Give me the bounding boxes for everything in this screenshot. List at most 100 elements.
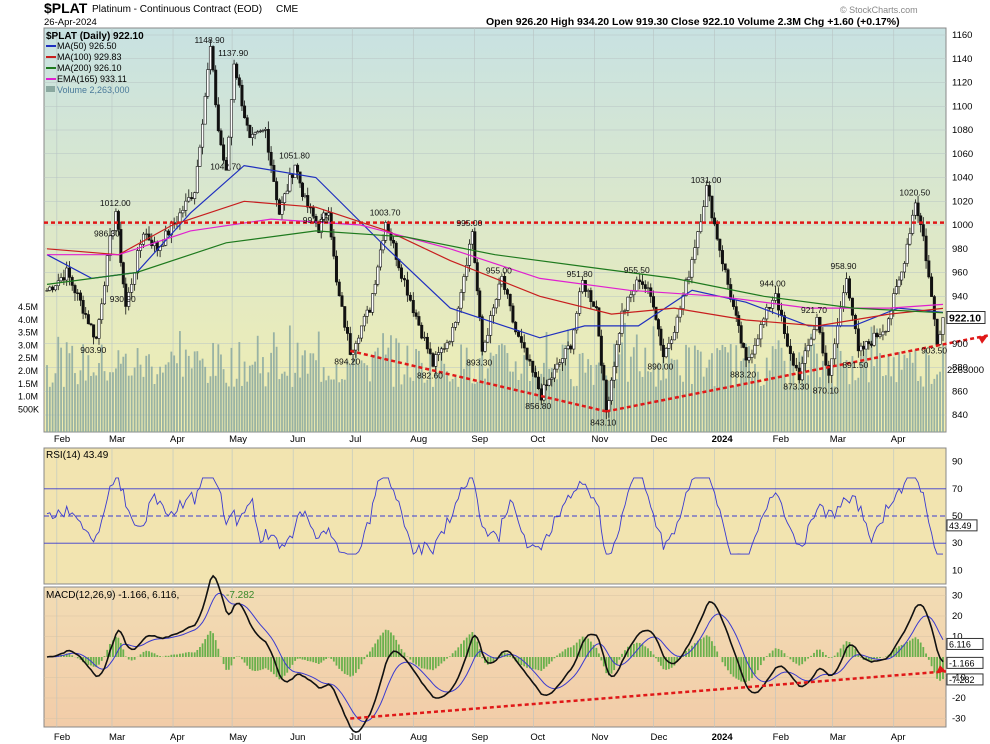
- volume-bar: [638, 371, 641, 432]
- volume-bar: [705, 367, 708, 432]
- macd-hist-bar: [670, 657, 673, 668]
- macd-hist-bar: [415, 657, 417, 665]
- price-candle: [121, 262, 125, 285]
- macd-hist-bar: [624, 650, 626, 657]
- price-candle: [569, 345, 573, 350]
- macd-hist-bar: [309, 657, 312, 662]
- price-candle: [620, 310, 624, 334]
- volume-bar: [804, 347, 807, 432]
- price-candle: [739, 325, 743, 344]
- price-candle: [453, 322, 457, 328]
- macd-hist-bar: [914, 637, 917, 657]
- volume-bar: [193, 351, 196, 432]
- price-annotation: 1042.70: [210, 161, 241, 171]
- volume-bar: [691, 383, 693, 432]
- chart-date: 26-Apr-2024: [44, 17, 97, 28]
- price-candle: [612, 366, 616, 381]
- last-price-label: 922.10: [949, 313, 981, 325]
- macd-hist-bar: [595, 647, 598, 657]
- macd-last-box: [946, 656, 984, 669]
- price-tick-label: 1020: [952, 196, 973, 207]
- volume-bar: [57, 336, 60, 432]
- price-annotation: 1148.90: [194, 35, 224, 45]
- macd-hist-bar: [335, 657, 338, 666]
- price-candle: [718, 238, 722, 251]
- macd-hist-bar: [379, 635, 382, 657]
- price-candle: [894, 286, 898, 294]
- volume-bar: [473, 383, 476, 432]
- price-candle: [629, 294, 633, 298]
- price-candle: [181, 210, 185, 214]
- axes: Feb Feb Mar Mar Apr Apr May May Jun Jun Jul Jul Aug A…: [18, 30, 986, 743]
- price-candle: [850, 297, 854, 316]
- volume-bar: [673, 359, 676, 432]
- x-tick-label: Apr: [891, 732, 906, 743]
- price-candle: [581, 280, 585, 293]
- macd-hist-bar: [325, 657, 328, 660]
- price-candle: [329, 212, 333, 238]
- price-candle: [111, 230, 115, 236]
- volume-bar: [807, 375, 810, 432]
- volume-bar: [925, 349, 927, 432]
- macd-hist-bar: [768, 653, 771, 657]
- price-legend: $PLAT (Daily) 922.10 MA(50) 926.50 MA(10…: [46, 31, 144, 95]
- price-candle: [842, 292, 846, 308]
- volume-bar: [879, 353, 881, 432]
- volume-bar: [870, 326, 873, 432]
- macd-hist-bar: [581, 636, 584, 657]
- macd-hist-bar: [727, 657, 729, 671]
- macd-hist-bar: [397, 644, 400, 657]
- macd-hist-bar: [230, 657, 233, 666]
- macd-hist-bar: [851, 645, 854, 657]
- price-candle: [803, 350, 807, 364]
- price-candle: [604, 379, 608, 412]
- macd-hist-bar: [65, 653, 68, 657]
- price-candle: [827, 364, 831, 376]
- volume-bar: [463, 368, 465, 432]
- volume-bar: [446, 371, 448, 432]
- price-candle: [884, 330, 888, 333]
- volume-bar: [162, 372, 164, 432]
- macd-hist-bar: [71, 655, 74, 657]
- macd-hist-bar: [813, 652, 815, 657]
- volume-bar: [227, 386, 230, 432]
- price-annotation: 870.10: [813, 385, 839, 395]
- macd-hist-bar: [789, 657, 792, 660]
- volume-bar: [238, 342, 241, 432]
- macd-hist-bar: [173, 654, 176, 657]
- watermark: © StockCharts.com: [840, 5, 918, 15]
- price-candle: [913, 202, 917, 216]
- price-candle: [586, 290, 590, 292]
- macd-hist-bar: [540, 657, 543, 671]
- macd-trend-line: [350, 670, 947, 720]
- price-candle: [277, 199, 281, 215]
- price-candle: [869, 343, 873, 346]
- price-candle: [296, 164, 300, 173]
- x-tick-label: Apr: [891, 434, 906, 445]
- macd-hist-bar: [662, 657, 665, 670]
- macd-hist-bar: [550, 657, 553, 662]
- volume-bar: [842, 366, 845, 432]
- price-candle: [713, 217, 717, 225]
- volume-bar: [821, 360, 824, 432]
- price-annotation: 843.10: [590, 417, 616, 427]
- macd-hist-bar: [127, 657, 130, 660]
- macd-hist-bar: [473, 635, 476, 657]
- price-candle: [815, 317, 819, 330]
- price-candle: [232, 63, 236, 100]
- price-tick-label: 1040: [952, 173, 973, 184]
- macd-hist-bar: [371, 647, 374, 657]
- macd-hist-bar: [432, 657, 434, 671]
- price-candle: [51, 286, 55, 291]
- macd-hist-bar: [434, 657, 437, 669]
- volume-bar: [62, 386, 65, 432]
- x-tick-label: Feb: [773, 434, 789, 445]
- price-candle: [164, 230, 168, 246]
- price-candle: [731, 299, 735, 307]
- price-candle: [394, 242, 398, 260]
- volume-tick-label: 3.5M: [18, 328, 38, 338]
- macd-hist-bar: [900, 644, 903, 657]
- macd-hist-bar: [676, 657, 679, 663]
- volume-bar: [230, 347, 233, 432]
- volume-bar: [136, 348, 139, 432]
